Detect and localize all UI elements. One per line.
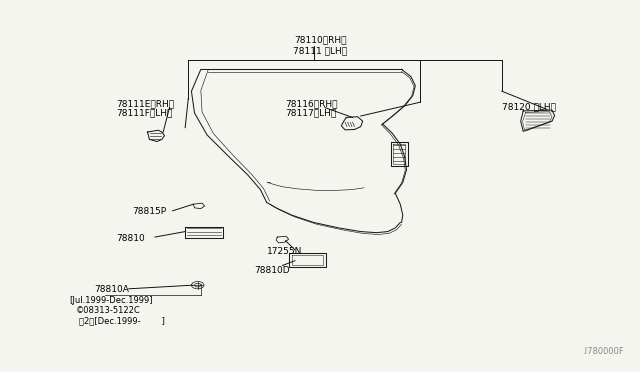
Text: 78810A: 78810A — [94, 285, 129, 294]
Text: 17255N: 17255N — [267, 247, 302, 256]
Text: 78111F（LH）: 78111F（LH） — [116, 109, 173, 118]
Text: 78120 （LH）: 78120 （LH） — [502, 102, 556, 111]
Text: 78815P: 78815P — [132, 207, 166, 216]
Text: ©08313-5122C: ©08313-5122C — [76, 306, 140, 315]
Text: 78116（RH）: 78116（RH） — [285, 99, 338, 109]
Text: 78111 （LH）: 78111 （LH） — [293, 46, 347, 55]
Text: 78110（RH）: 78110（RH） — [294, 36, 346, 45]
Text: 78810: 78810 — [116, 234, 145, 243]
Text: [Jul.1999-Dec.1999]: [Jul.1999-Dec.1999] — [69, 296, 152, 305]
Text: 78117（LH）: 78117（LH） — [285, 109, 337, 118]
Text: 78111E（RH）: 78111E（RH） — [116, 99, 174, 109]
Text: .I780000F: .I780000F — [582, 347, 624, 356]
Text: 78810D: 78810D — [254, 266, 290, 275]
Text: （2）[Dec.1999-        ]: （2）[Dec.1999- ] — [79, 317, 164, 326]
